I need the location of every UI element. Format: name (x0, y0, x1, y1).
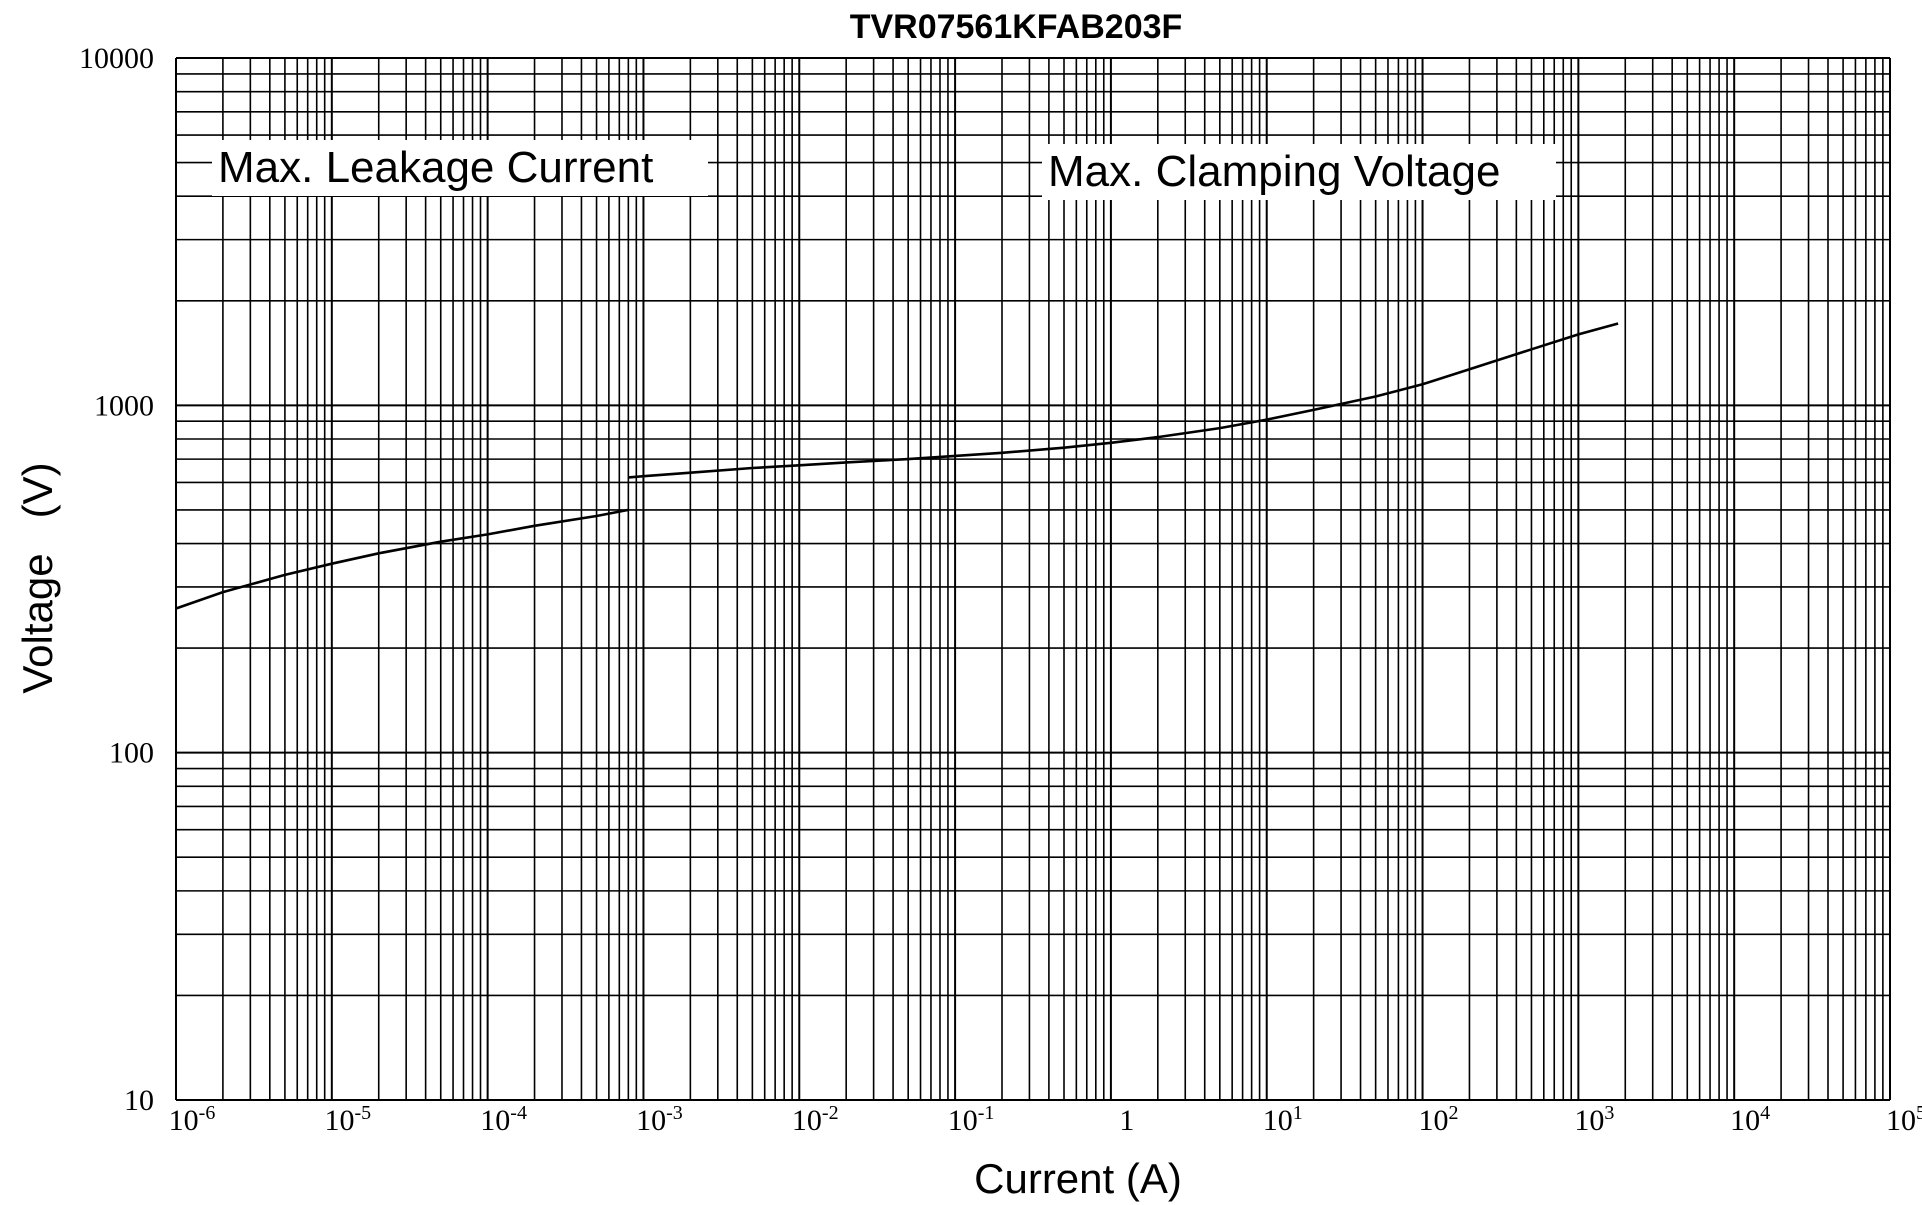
label-backgrounds (212, 140, 1556, 200)
x-tick-label: 103 (1574, 1102, 1614, 1137)
x-tick-label: 105 (1886, 1102, 1922, 1137)
y-tick-labels: 10 100 1000 10000 (79, 42, 154, 1117)
x-tick-label: 101 (1263, 1102, 1303, 1137)
y-tick-label: 1000 (94, 389, 154, 422)
x-tick-label: 104 (1730, 1102, 1770, 1137)
grid-lines (175, 57, 1891, 1101)
y-tick-label: 100 (109, 737, 154, 770)
x-tick-label: 1 (1119, 1104, 1134, 1137)
chart-title: TVR07561KFAB203F (850, 8, 1183, 46)
series-leakage-line (175, 508, 629, 610)
x-tick-label: 10-6 (169, 1102, 216, 1137)
y-tick-label: 10 (124, 1084, 154, 1117)
clamping-region-label: Max. Clamping Voltage (1048, 147, 1500, 196)
x-tick-labels: 10-6 10-5 10-4 10-3 10-2 10-1 1 101 102 103 104 105 (169, 1102, 1922, 1137)
clamping-label-bg (1042, 144, 1556, 200)
leakage-label-bg (212, 140, 708, 196)
y-axis-label: Voltage (V) (14, 462, 61, 693)
x-axis-label: Current (A) (974, 1155, 1182, 1202)
leakage-region-label: Max. Leakage Current (218, 143, 653, 192)
series-lines (175, 322, 1619, 610)
x-tick-label: 10-3 (636, 1102, 683, 1137)
x-tick-label: 102 (1419, 1102, 1459, 1137)
y-tick-label: 10000 (79, 42, 154, 75)
x-tick-label: 10-4 (480, 1102, 527, 1137)
x-tick-label: 10-5 (324, 1102, 371, 1137)
series-clamping-line (628, 322, 1619, 479)
x-tick-label: 10-1 (948, 1102, 995, 1137)
x-tick-label: 10-2 (792, 1102, 839, 1137)
